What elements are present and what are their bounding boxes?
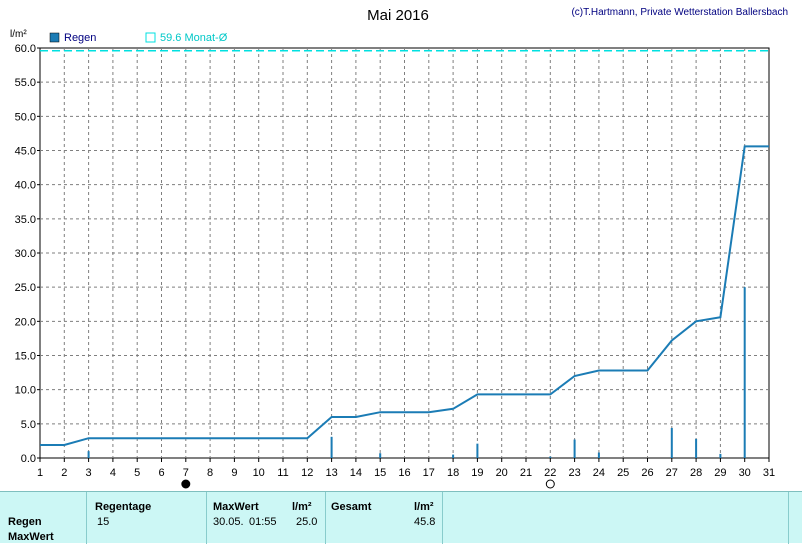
y-tick-label: 5.0 [21,419,36,431]
chart-title: Mai 2016 [367,7,429,24]
gesamt-unit: l/m² [414,501,434,513]
x-tick-label: 31 [763,467,775,479]
x-tick-label: 10 [253,467,265,479]
rain-bar [87,451,90,458]
gesamt-header: Gesamt [331,501,372,513]
grid [39,47,770,459]
regentage-header: Regentage [95,501,152,513]
row-label-maxwert: MaxWert [8,531,54,543]
rain-bar [379,453,382,458]
rain-bar [719,453,722,458]
axes: 0.0 5.0 10.0 15.0 20.0 25.0 30.0 35.0 40.0 45.0 50… [15,43,776,479]
row-label-regen: Regen [8,516,42,528]
x-tick-label: 7 [183,467,189,479]
rain-bar [597,452,600,458]
rain-bar [670,427,673,458]
x-tick-label: 12 [301,467,313,479]
maxwert-header: MaxWert [213,501,259,513]
divider [325,492,326,544]
x-tick-label: 11 [277,467,288,479]
y-tick-label: 35.0 [15,214,36,226]
x-tick-label: 24 [593,467,605,479]
rain-bars [87,287,746,458]
rain-chart: Mai 2016 (c)T.Hartmann, Private Wetterst… [10,7,788,489]
x-tick-label: 19 [471,467,483,479]
x-tick-label: 3 [86,467,92,479]
x-tick-label: 21 [520,467,532,479]
rain-bar [330,436,333,458]
gesamt-value: 45.8 [414,516,436,528]
x-tick-label: 14 [350,467,362,479]
y-tick-label: 40.0 [15,180,36,192]
x-tick-label: 29 [714,467,726,479]
x-tick-label: 5 [134,467,140,479]
maxwert-value: 25.0 [296,516,318,528]
y-tick-label: 45.0 [15,146,36,158]
rain-bar [695,438,698,458]
x-tick-label: 22 [544,467,556,479]
divider [206,492,207,544]
divider [788,492,789,544]
copyright-text: (c)T.Hartmann, Private Wetterstation Bal… [571,7,788,18]
x-tick-label: 6 [158,467,164,479]
rain-bar [476,443,479,458]
new-moon-icon [181,479,191,489]
regentage-value: 15 [97,516,110,528]
divider [442,492,443,544]
x-tick-label: 28 [690,467,702,479]
full-moon-icon [545,479,555,489]
legend-rain-label: Regen [64,32,96,44]
divider [86,492,87,544]
legend-month-swatch [145,32,156,43]
x-tick-label: 20 [496,467,508,479]
legend-month-label: 59.6 Monat-Ø [160,32,228,44]
y-axis-unit: l/m² [10,29,27,40]
x-tick-label: 9 [231,467,237,479]
y-tick-label: 0.0 [21,453,36,465]
x-tick-label: 30 [739,467,751,479]
x-tick-label: 27 [666,467,678,479]
y-tick-label: 60.0 [15,43,36,55]
y-tick-label: 55.0 [15,77,36,89]
y-tick-label: 15.0 [15,351,36,363]
x-tick-label: 25 [617,467,629,479]
y-tick-label: 30.0 [15,248,36,260]
y-tick-label: 20.0 [15,316,36,328]
x-tick-label: 2 [61,467,67,479]
rain-bar [452,454,455,458]
x-tick-label: 4 [110,467,116,479]
x-tick-label: 15 [374,467,386,479]
rain-bar [549,456,552,458]
rain-bar [573,439,576,458]
x-tick-label: 17 [423,467,435,479]
summary-panel: Regen MaxWert Regentage 15 MaxWert l/m² … [0,491,802,544]
x-tick-label: 1 [37,467,43,479]
cumulative-rain-line [40,145,769,446]
maxwert-time: 01:55 [249,516,277,528]
maxwert-date: 30.05. [213,516,244,528]
x-tick-label: 8 [207,467,213,479]
cumulative-line [40,145,769,446]
y-tick-label: 25.0 [15,282,36,294]
x-tick-label: 13 [325,467,337,479]
x-tick-label: 26 [641,467,653,479]
moon-phases [181,479,555,489]
x-tick-label: 23 [568,467,580,479]
x-tick-label: 18 [447,467,459,479]
rain-bar [743,287,746,458]
x-tick-label: 16 [398,467,410,479]
legend-rain-swatch [49,32,60,43]
y-tick-label: 10.0 [15,385,36,397]
maxwert-unit: l/m² [292,501,312,513]
y-tick-label: 50.0 [15,111,36,123]
